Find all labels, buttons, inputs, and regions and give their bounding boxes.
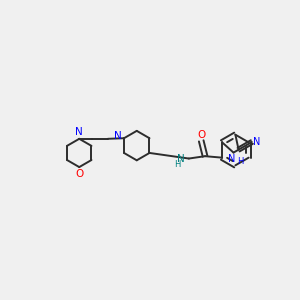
Text: H: H: [237, 157, 243, 166]
Text: O: O: [197, 130, 205, 140]
Text: N: N: [114, 131, 122, 141]
Text: N: N: [177, 154, 184, 164]
Text: N: N: [253, 137, 260, 147]
Text: N: N: [228, 154, 236, 164]
Text: O: O: [75, 169, 83, 178]
Text: N: N: [75, 127, 83, 137]
Text: H: H: [174, 160, 181, 169]
